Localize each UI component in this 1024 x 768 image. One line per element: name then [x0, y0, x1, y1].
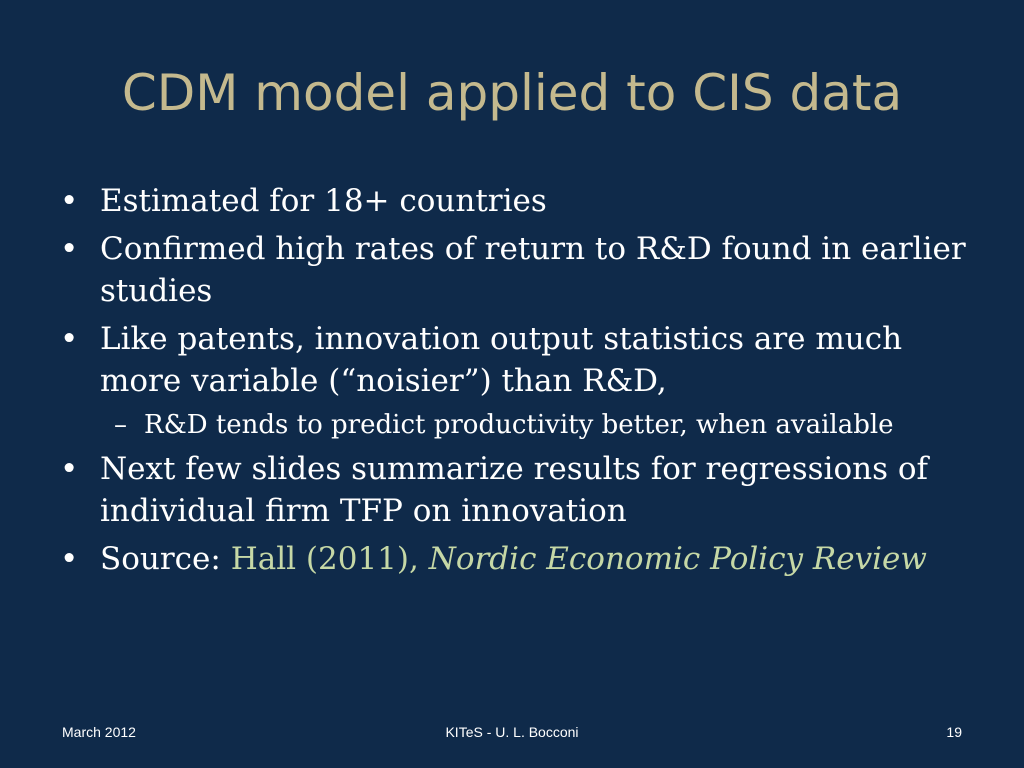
footer-center: KITeS - U. L. Bocconi — [445, 724, 579, 740]
bullet-icon: • — [60, 321, 79, 357]
bullet-item: • Estimated for 18+ countries — [56, 180, 976, 222]
page-number: 19 — [946, 724, 962, 740]
bullet-icon: • — [60, 541, 79, 577]
bullet-item: • Next few slides summarize results for … — [56, 448, 976, 532]
sub-bullet-item: – R&D tends to predict productivity bett… — [56, 408, 976, 442]
source-link-author[interactable]: Hall (2011), — [230, 541, 429, 577]
bullet-text: Like patents, innovation output statisti… — [100, 321, 903, 399]
footer-date: March 2012 — [62, 724, 136, 740]
bullet-item: • Confirmed high rates of return to R&D … — [56, 228, 976, 312]
slide-title: CDM model applied to CIS data — [121, 64, 903, 122]
bullet-icon: • — [60, 451, 79, 487]
bullet-list: • Estimated for 18+ countries • Confirme… — [56, 180, 976, 586]
bullet-text: Confirmed high rates of return to R&D fo… — [100, 231, 966, 309]
dash-icon: – — [114, 410, 127, 440]
bullet-item-source: • Source: Hall (2011), Nordic Economic P… — [56, 538, 976, 580]
source-link-journal[interactable]: Nordic Economic Policy Review — [428, 541, 927, 577]
bullet-text: Next few slides summarize results for re… — [100, 451, 928, 529]
bullet-icon: • — [60, 183, 79, 219]
bullet-text: Estimated for 18+ countries — [100, 183, 547, 219]
sub-bullet-text: R&D tends to predict productivity better… — [144, 410, 894, 440]
bullet-icon: • — [60, 231, 79, 267]
source-label: Source: — [100, 541, 231, 577]
bullet-item: • Like patents, innovation output statis… — [56, 318, 976, 402]
